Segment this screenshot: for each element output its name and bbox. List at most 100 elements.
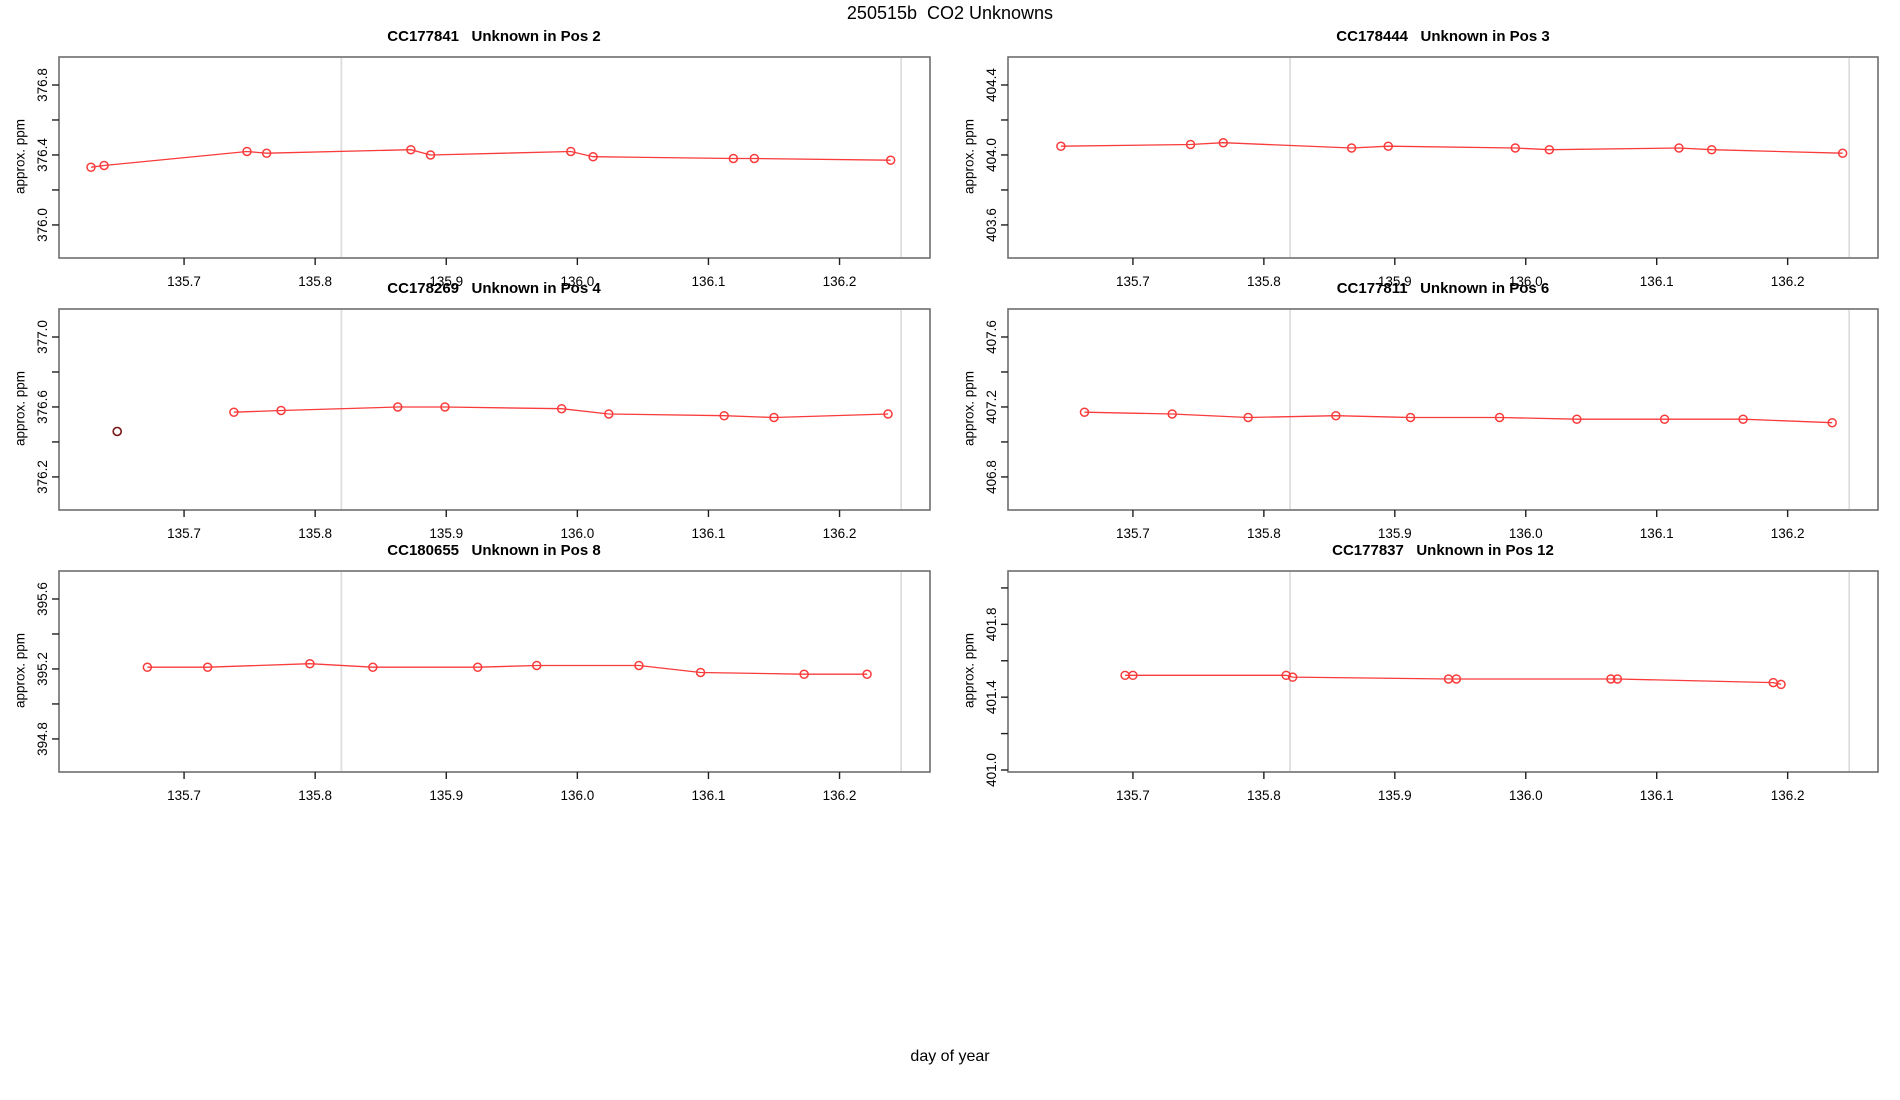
data-point — [588, 151, 598, 162]
svg-text:135.9: 135.9 — [429, 788, 463, 803]
svg-text:136.0: 136.0 — [560, 526, 594, 541]
svg-text:136.2: 136.2 — [1771, 788, 1805, 803]
y-axis-label: approx. ppm — [961, 370, 977, 447]
data-point — [799, 669, 809, 679]
svg-text:136.1: 136.1 — [1640, 274, 1674, 289]
svg-text:136.1: 136.1 — [692, 788, 726, 803]
data-point — [1383, 141, 1394, 151]
svg-text:404.4: 404.4 — [984, 68, 999, 102]
data-point — [1659, 414, 1670, 424]
svg-text:135.8: 135.8 — [298, 526, 332, 541]
x-axis-label: day of year — [910, 1048, 990, 1065]
data-point — [566, 146, 576, 157]
svg-text:136.0: 136.0 — [1509, 274, 1543, 289]
data-point — [1346, 143, 1357, 153]
data-point — [1776, 679, 1786, 690]
y-axis-label: approx. ppm — [961, 118, 977, 195]
panel-title-pos12: CC177837 Unknown in Pos 12 — [1332, 542, 1554, 559]
panel-title-pos6: CC177811 Unknown in Pos 6 — [1336, 280, 1550, 297]
data-point — [393, 402, 403, 412]
data-point — [1572, 414, 1582, 424]
data-point — [1185, 139, 1196, 150]
svg-text:404.0: 404.0 — [984, 138, 999, 172]
series-line-CC180655 — [147, 663, 868, 675]
svg-text:376.6: 376.6 — [35, 390, 50, 424]
svg-text:401.0: 401.0 — [984, 753, 999, 787]
data-point — [472, 662, 483, 672]
data-point — [531, 660, 542, 671]
svg-text:136.2: 136.2 — [1771, 526, 1805, 541]
data-point — [1706, 144, 1717, 155]
series-line-CC178269 — [233, 406, 889, 419]
svg-text:135.9: 135.9 — [1378, 526, 1412, 541]
svg-text:136.2: 136.2 — [1771, 274, 1805, 289]
panel-title-pos3: CC178444 Unknown in Pos 3 — [1336, 28, 1550, 45]
svg-text:135.9: 135.9 — [429, 274, 463, 289]
svg-text:136.0: 136.0 — [560, 274, 594, 289]
series-line-CC177811 — [1084, 411, 1833, 424]
svg-text:401.4: 401.4 — [984, 680, 999, 714]
svg-text:401.8: 401.8 — [984, 607, 999, 641]
data-point — [202, 662, 213, 672]
svg-text:136.0: 136.0 — [1509, 788, 1543, 803]
data-point — [719, 410, 729, 421]
outlier-point — [112, 426, 123, 437]
svg-text:376.8: 376.8 — [35, 68, 50, 102]
panel-title-pos4: CC178269 Unknown in Pos 4 — [387, 280, 601, 297]
svg-text:376.4: 376.4 — [35, 138, 50, 172]
data-point — [1827, 417, 1837, 428]
svg-text:135.8: 135.8 — [298, 274, 332, 289]
data-point — [1405, 412, 1416, 423]
svg-text:135.8: 135.8 — [298, 788, 332, 803]
data-point — [305, 658, 315, 669]
svg-text:395.6: 395.6 — [35, 582, 50, 616]
data-point — [749, 153, 760, 164]
data-point — [769, 412, 779, 423]
svg-text:136.1: 136.1 — [1640, 788, 1674, 803]
data-point — [86, 162, 96, 172]
data-point — [1612, 674, 1623, 684]
svg-text:407.2: 407.2 — [984, 390, 999, 424]
data-point — [1738, 414, 1748, 424]
data-point — [1606, 674, 1616, 684]
svg-text:407.6: 407.6 — [984, 320, 999, 354]
data-point — [440, 402, 450, 412]
svg-text:135.9: 135.9 — [1378, 788, 1412, 803]
data-point — [1281, 670, 1291, 681]
svg-text:394.8: 394.8 — [35, 722, 50, 756]
panel-title-pos2: CC177841 Unknown in Pos 2 — [387, 28, 601, 45]
series-line-CC177841 — [90, 149, 891, 168]
y-axis-label: approx. ppm — [12, 632, 28, 709]
svg-text:136.1: 136.1 — [692, 526, 726, 541]
svg-text:135.7: 135.7 — [167, 274, 201, 289]
data-point — [425, 150, 436, 160]
data-point — [1544, 144, 1555, 155]
data-point — [1128, 670, 1138, 681]
svg-text:135.9: 135.9 — [1378, 274, 1412, 289]
data-point — [261, 148, 272, 158]
data-point — [862, 669, 872, 679]
svg-text:406.8: 406.8 — [984, 460, 999, 494]
svg-text:135.7: 135.7 — [167, 526, 201, 541]
svg-text:136.1: 136.1 — [1640, 526, 1674, 541]
data-point — [1837, 148, 1848, 158]
svg-text:377.0: 377.0 — [35, 320, 50, 354]
data-point — [1674, 143, 1684, 153]
data-point — [885, 155, 896, 165]
svg-text:136.2: 136.2 — [823, 274, 857, 289]
data-point — [883, 409, 893, 419]
svg-text:135.9: 135.9 — [429, 526, 463, 541]
data-point — [1167, 409, 1177, 419]
data-point — [1494, 412, 1505, 423]
data-point — [728, 153, 739, 164]
data-point — [142, 662, 153, 672]
data-point — [1510, 143, 1521, 153]
svg-text:135.8: 135.8 — [1247, 788, 1281, 803]
data-point — [242, 146, 252, 157]
data-point — [1079, 407, 1090, 417]
svg-text:135.7: 135.7 — [167, 788, 201, 803]
data-point — [1243, 412, 1253, 423]
svg-text:135.8: 135.8 — [1247, 274, 1281, 289]
